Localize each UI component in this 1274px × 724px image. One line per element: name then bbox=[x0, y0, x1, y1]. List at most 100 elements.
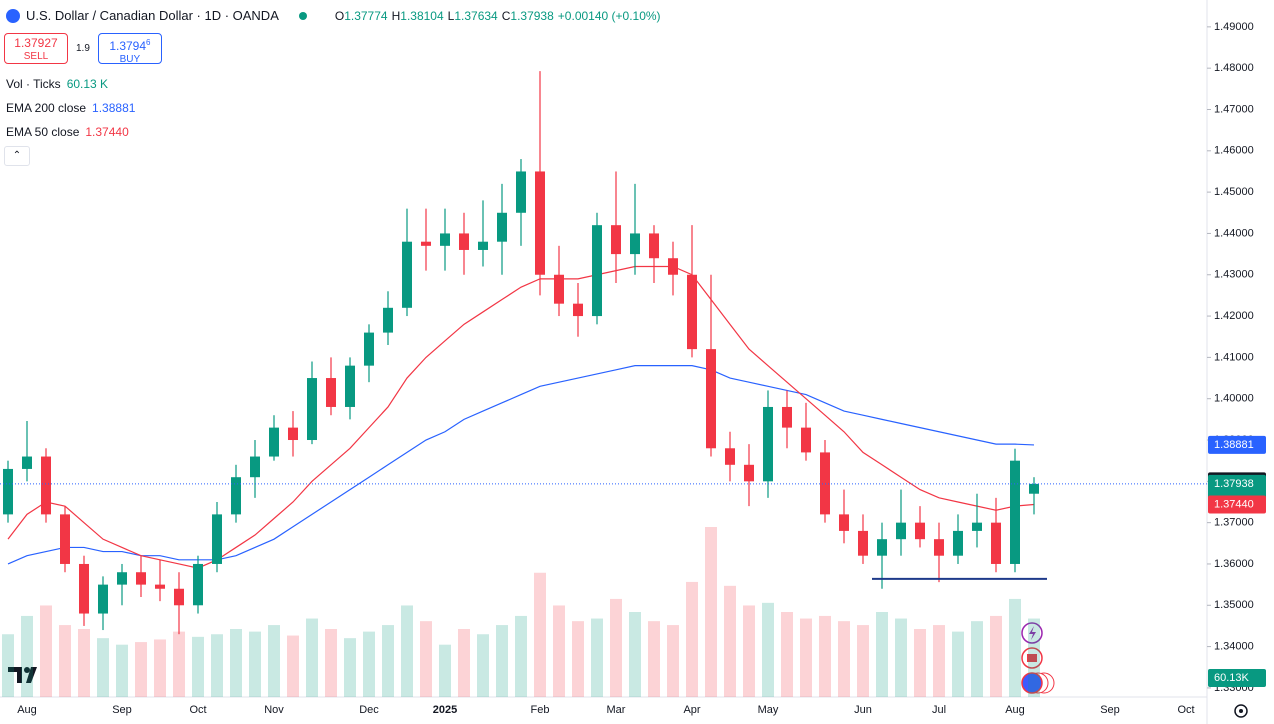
candle-body bbox=[345, 365, 355, 407]
settings-icon[interactable] bbox=[1234, 704, 1248, 718]
candle-body bbox=[592, 225, 602, 317]
volume-bar bbox=[116, 644, 128, 697]
sell-price: 1.37927 bbox=[14, 36, 58, 50]
volume-bar bbox=[762, 602, 774, 697]
candle-body bbox=[972, 522, 982, 531]
volume-bar bbox=[686, 581, 698, 697]
volume-tag bbox=[1208, 669, 1266, 687]
ohlc-value: 1.37634 bbox=[454, 8, 498, 23]
candle-body bbox=[877, 539, 887, 556]
volume-bar bbox=[591, 618, 603, 697]
volume-bar bbox=[496, 625, 508, 697]
x-tick-label: May bbox=[758, 704, 779, 716]
ohlc-legend: O1.37774 H1.38104 L1.37634 C1.37938 +0.00140… bbox=[335, 9, 661, 23]
candle-body bbox=[155, 584, 165, 589]
volume-bar bbox=[1009, 598, 1021, 697]
volume-bar bbox=[382, 625, 394, 697]
symbol-icon bbox=[6, 8, 20, 23]
ohlc-item: +0.00140 (+0.10%) bbox=[558, 9, 661, 23]
y-tick-label: 1.41000 bbox=[1214, 351, 1254, 363]
candle-body bbox=[440, 233, 450, 246]
candle-body bbox=[630, 233, 640, 255]
candle-body bbox=[212, 514, 222, 564]
volume-bar bbox=[857, 625, 869, 697]
volume-bar bbox=[78, 629, 90, 697]
candle-body bbox=[744, 464, 754, 482]
candle-body bbox=[706, 349, 716, 449]
ohlc-value: +0.00140 (+0.10%) bbox=[557, 8, 661, 23]
volume-bar bbox=[439, 644, 451, 697]
volume-bar bbox=[667, 625, 679, 697]
buy-price: 1.3794 bbox=[109, 39, 147, 53]
candle-body bbox=[668, 258, 678, 275]
volume-bar bbox=[306, 618, 318, 697]
candle-body bbox=[98, 584, 108, 614]
y-tick-label: 1.45000 bbox=[1214, 186, 1254, 198]
ema200-legend: EMA 200 close 1.38881 bbox=[6, 101, 135, 115]
volume-bar bbox=[173, 631, 185, 697]
ema200-value: 1.38881 bbox=[92, 101, 136, 115]
volume-name: Vol · Ticks bbox=[6, 77, 61, 91]
volume-bar bbox=[629, 612, 641, 697]
volume-bar bbox=[515, 615, 527, 697]
volume-bar bbox=[249, 631, 261, 697]
candle-body bbox=[801, 427, 811, 453]
candle-body bbox=[725, 448, 735, 465]
candle-body bbox=[573, 303, 583, 317]
volume-bar bbox=[287, 635, 299, 697]
candle-body bbox=[687, 274, 697, 350]
candle-body bbox=[307, 378, 317, 441]
volume-bar bbox=[59, 625, 71, 697]
candle-body bbox=[364, 332, 374, 366]
candle-body bbox=[269, 427, 279, 457]
market-status bbox=[298, 11, 307, 20]
x-tick-label: Jun bbox=[854, 704, 872, 716]
header: U.S. Dollar / Canadian Dollar · 1D · OAN… bbox=[6, 8, 661, 23]
volume-bar bbox=[648, 621, 660, 697]
ohlc-value: 1.38104 bbox=[400, 8, 444, 23]
y-tick-label: 1.48000 bbox=[1214, 62, 1254, 74]
y-tick-label: 1.44000 bbox=[1214, 227, 1254, 239]
candle-body bbox=[3, 468, 13, 515]
volume-bar bbox=[819, 615, 831, 697]
y-tick-label: 1.47000 bbox=[1214, 103, 1254, 115]
candle-body bbox=[41, 456, 51, 515]
ohlc-item: C1.37938 bbox=[502, 9, 554, 23]
flag-icons[interactable] bbox=[1021, 622, 1055, 694]
volume-bar bbox=[154, 639, 166, 697]
candle-body bbox=[383, 307, 393, 333]
sell-button[interactable]: 1.37927 SELL bbox=[4, 33, 68, 64]
volume-bar bbox=[838, 621, 850, 697]
volume-bar bbox=[458, 629, 470, 697]
candle-body bbox=[1029, 483, 1039, 494]
volume-bar bbox=[97, 638, 109, 697]
ema50-legend: EMA 50 close 1.37440 bbox=[6, 125, 129, 139]
volume-bar bbox=[192, 636, 204, 697]
x-tick-label: Sep bbox=[1100, 704, 1120, 716]
ema-line bbox=[7, 365, 1035, 565]
y-tick-label: 1.46000 bbox=[1214, 145, 1254, 157]
candle-body bbox=[117, 572, 127, 585]
volume-bar bbox=[876, 612, 888, 697]
volume-bar bbox=[420, 621, 432, 697]
x-tick-label: Aug bbox=[1005, 704, 1025, 716]
volume-bar bbox=[40, 605, 52, 697]
collapse-button[interactable]: ⌃ bbox=[4, 146, 30, 166]
volume-bar bbox=[610, 598, 622, 697]
candle-body bbox=[60, 514, 70, 564]
volume-legend: Vol · Ticks 60.13 K bbox=[6, 77, 108, 91]
volume-bar bbox=[895, 618, 907, 697]
buy-button[interactable]: 1.37946 BUY bbox=[97, 33, 162, 65]
trade-buttons: 1.37927 SELL 1.9 1.37946 BUY bbox=[4, 33, 162, 65]
y-tick-label: 1.37000 bbox=[1214, 517, 1254, 529]
volume-bar bbox=[477, 634, 489, 697]
buy-label: BUY bbox=[119, 54, 141, 65]
volume-bar bbox=[1028, 618, 1040, 697]
volume-bar bbox=[344, 638, 356, 697]
buy-price-pip: 6 bbox=[146, 38, 151, 47]
price-tag bbox=[1208, 435, 1266, 454]
x-tick-label: Oct bbox=[189, 704, 206, 716]
volume-bar bbox=[743, 605, 755, 697]
